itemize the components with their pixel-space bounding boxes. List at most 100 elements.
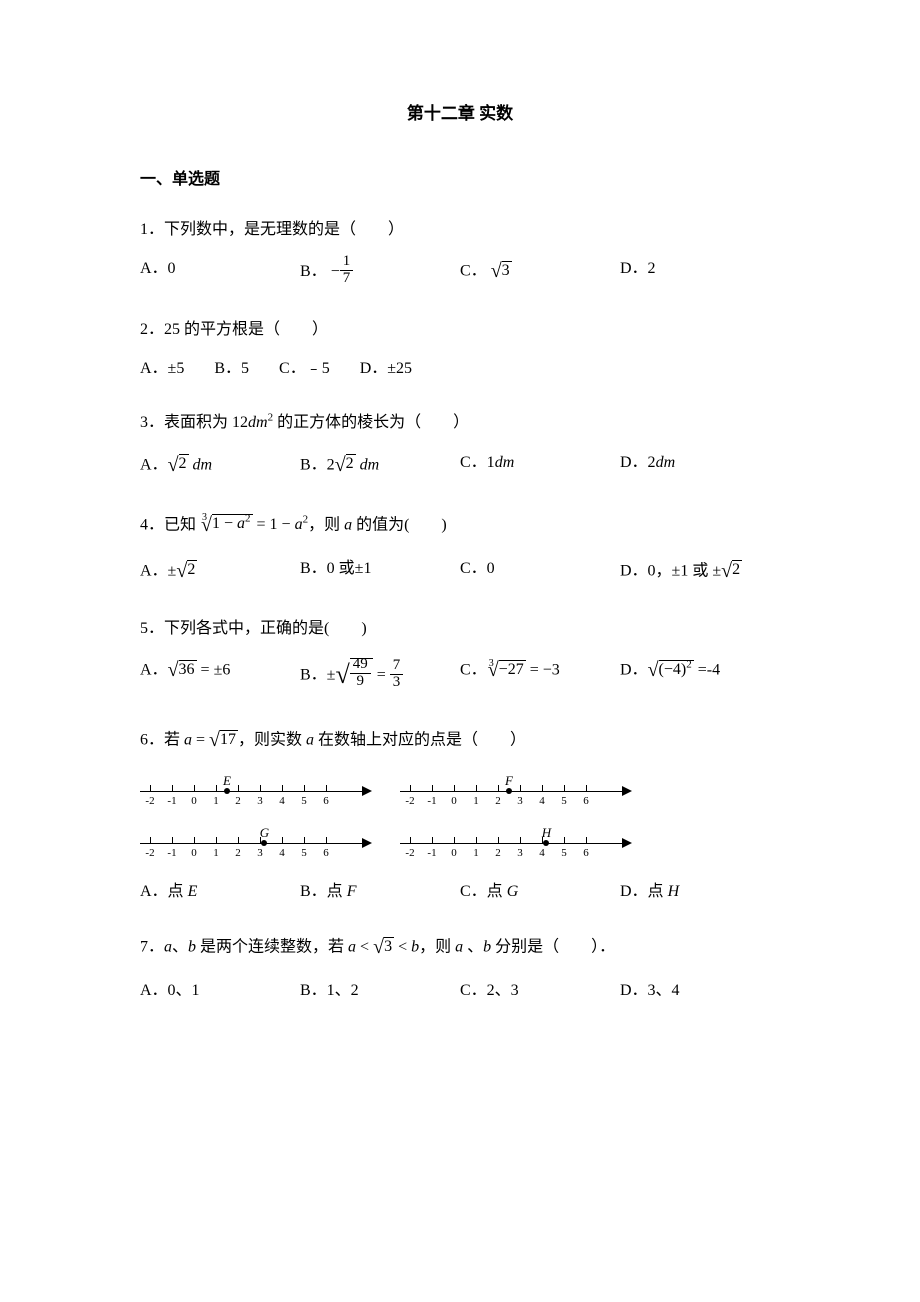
question-5: 5．下列各式中，正确的是( ) A．√36 = ±6 B．±√499 = 73 … [140,616,780,697]
q5-optB-rfrac: 73 [390,658,404,691]
question-1: 1．下列数中，是无理数的是（ ） A．0 B． −17 C． √3 D．2 [140,217,780,289]
radical-icon: √ [648,659,659,681]
q3-optB: B．2√2 dm [300,450,460,482]
q1-optB: B． −17 [300,256,460,289]
q3-stem: 3．表面积为 12dm2 的正方体的棱长为（ ） [140,410,780,436]
q6-stem-pre: 6．若 [140,732,184,749]
q1-optB-frac: 17 [340,254,354,287]
q3-optB-unit: dm [356,456,380,473]
q6-optA: A．点 E [140,879,300,905]
q5-optD-prefix: D． [620,662,648,679]
q4-optB: B．0 或±1 [300,556,460,588]
q6-options: A．点 E B．点 F C．点 G D．点 H [140,879,780,905]
q6-sqrt: √17 [209,724,238,756]
q3-optB-prefix: B．2 [300,456,335,473]
q7-optB: B．1、2 [300,978,460,1004]
numberline-H: -2-10123456H [400,823,630,863]
q6-rad: 17 [220,730,238,749]
q5-optD-radicand: (−4)2 [659,660,694,679]
q1-optB-prefix: B． [300,263,327,280]
q5-optA: A．√36 = ±6 [140,655,300,697]
q3-optB-sqrt: √2 [335,449,356,481]
q3-optD: D．2dm [620,450,780,482]
q1-optC: C． √3 [460,256,620,289]
chapter-title: 第十二章 实数 [140,100,780,127]
q4-stem-post: ，则 a 的值为( ) [308,516,447,533]
q5-optB-prefix: B．± [300,667,335,684]
q3-optA-unit: dm [189,456,213,473]
q2-optA: A．±5 [140,356,192,382]
q4-optA-prefix: A．± [140,562,176,579]
q6-stem: 6．若 a = √17，则实数 a 在数轴上对应的点是（ ） [140,725,780,757]
q5-optA-prefix: A． [140,662,168,679]
q5-optB: B．±√499 = 73 [300,655,460,697]
q5-optB-rden: 3 [390,674,404,691]
q1-optC-sqrt: √3 [491,255,512,287]
q4-optA-rad: 2 [187,560,197,579]
q7-optC: C．2、3 [460,978,620,1004]
q5-optB-frac: 499 [350,657,371,690]
question-7: 7．a、b 是两个连续整数，若 a < √3 < b，则 a 、b 分别是（ ）… [140,932,780,1004]
q5-optB-sqrt: √499 [335,654,372,696]
q2-stem: 2．25 的平方根是（ ） [140,317,780,343]
radical-icon: √ [335,454,346,476]
q3-stem-pre: 3．表面积为 12 [140,414,248,431]
q5-optB-eq: = [373,667,390,684]
q4-eq: = 1 − a2 [257,516,309,533]
radical-icon: √ [168,454,179,476]
q5-optD-post: =-4 [694,662,720,679]
numberline-F: -2-10123456F [400,771,630,811]
q5-optA-sqrt: √36 [168,654,197,686]
q7-sqrt: √3 [373,931,394,963]
radical-icon: √ [176,560,187,582]
q4-optD: D．0，±1 或 ±√2 [620,556,780,588]
q3-optA-prefix: A． [140,456,168,473]
q3-optC-unit: dm [495,454,515,471]
q6-numberlines: -2-10123456E -2-10123456F -2-10123456G -… [140,771,780,863]
q2-optC: C．﹣5 [279,356,338,382]
q1-options: A．0 B． −17 C． √3 D．2 [140,256,780,289]
q4-options: A．±√2 B．0 或±1 C．0 D．0，±1 或 ±√2 [140,556,780,588]
q5-optA-rad: 36 [179,660,197,679]
q3-optA-rad: 2 [179,454,189,473]
q5-stem: 5．下列各式中，正确的是( ) [140,616,780,642]
q5-optD-sqrt: √(−4)2 [648,654,694,686]
q1-optB-num: 1 [340,254,354,270]
q6-optB: B．点 F [300,879,460,905]
q3-optA: A．√2 dm [140,450,300,482]
q4-idx: 3 [202,512,207,523]
q6-optD: D．点 H [620,879,780,905]
q5-optD: D．√(−4)2 =-4 [620,655,780,697]
q5-optA-post: = ±6 [197,662,231,679]
q7-optA: A．0、1 [140,978,300,1004]
numberline-E: -2-10123456E [140,771,370,811]
q7-rad: 3 [384,937,394,956]
question-3: 3．表面积为 12dm2 的正方体的棱长为（ ） A．√2 dm B．2√2 d… [140,410,780,482]
q4-stem-pre: 4．已知 [140,516,200,533]
q3-optA-sqrt: √2 [168,449,189,481]
q5-optC-post: = −3 [526,662,560,679]
q3-optB-rad: 2 [346,454,356,473]
q4-optA-sqrt: √2 [176,555,197,587]
page: 第十二章 实数 一、单选题 1．下列数中，是无理数的是（ ） A．0 B． −1… [0,0,920,1302]
q3-optC-txt: C．1 [460,454,495,471]
q5-optB-radicand: 499 [350,658,373,692]
nl-row-2: -2-10123456G -2-10123456H [140,823,780,863]
q7-options: A．0、1 B．1、2 C．2、3 D．3、4 [140,978,780,1004]
q3-optC: C．1dm [460,450,620,482]
q4-stem: 4．已知 3√1 − a2 = 1 − a2，则 a 的值为( ) [140,510,780,542]
q5-optC-sqrt: 3√−27 [487,654,526,686]
q7-optD: D．3、4 [620,978,780,1004]
q5-options: A．√36 = ±6 B．±√499 = 73 C．3√−27 = −3 D．√… [140,655,780,697]
q4-optD-prefix: D．0，±1 或 ± [620,562,721,579]
q5-optC-idx: 3 [489,658,494,669]
q3-options: A．√2 dm B．2√2 dm C．1dm D．2dm [140,450,780,482]
q4-radicand: 1 − a2 [212,514,253,533]
q6-optC: C．点 G [460,879,620,905]
q4-optC: C．0 [460,556,620,588]
q3-stem-post: 的正方体的棱长为（ ） [273,414,469,431]
numberline-G: -2-10123456G [140,823,370,863]
q3-unit: dm [248,414,268,431]
radical-icon: √ [373,936,384,958]
radical-icon: √ [209,729,220,751]
